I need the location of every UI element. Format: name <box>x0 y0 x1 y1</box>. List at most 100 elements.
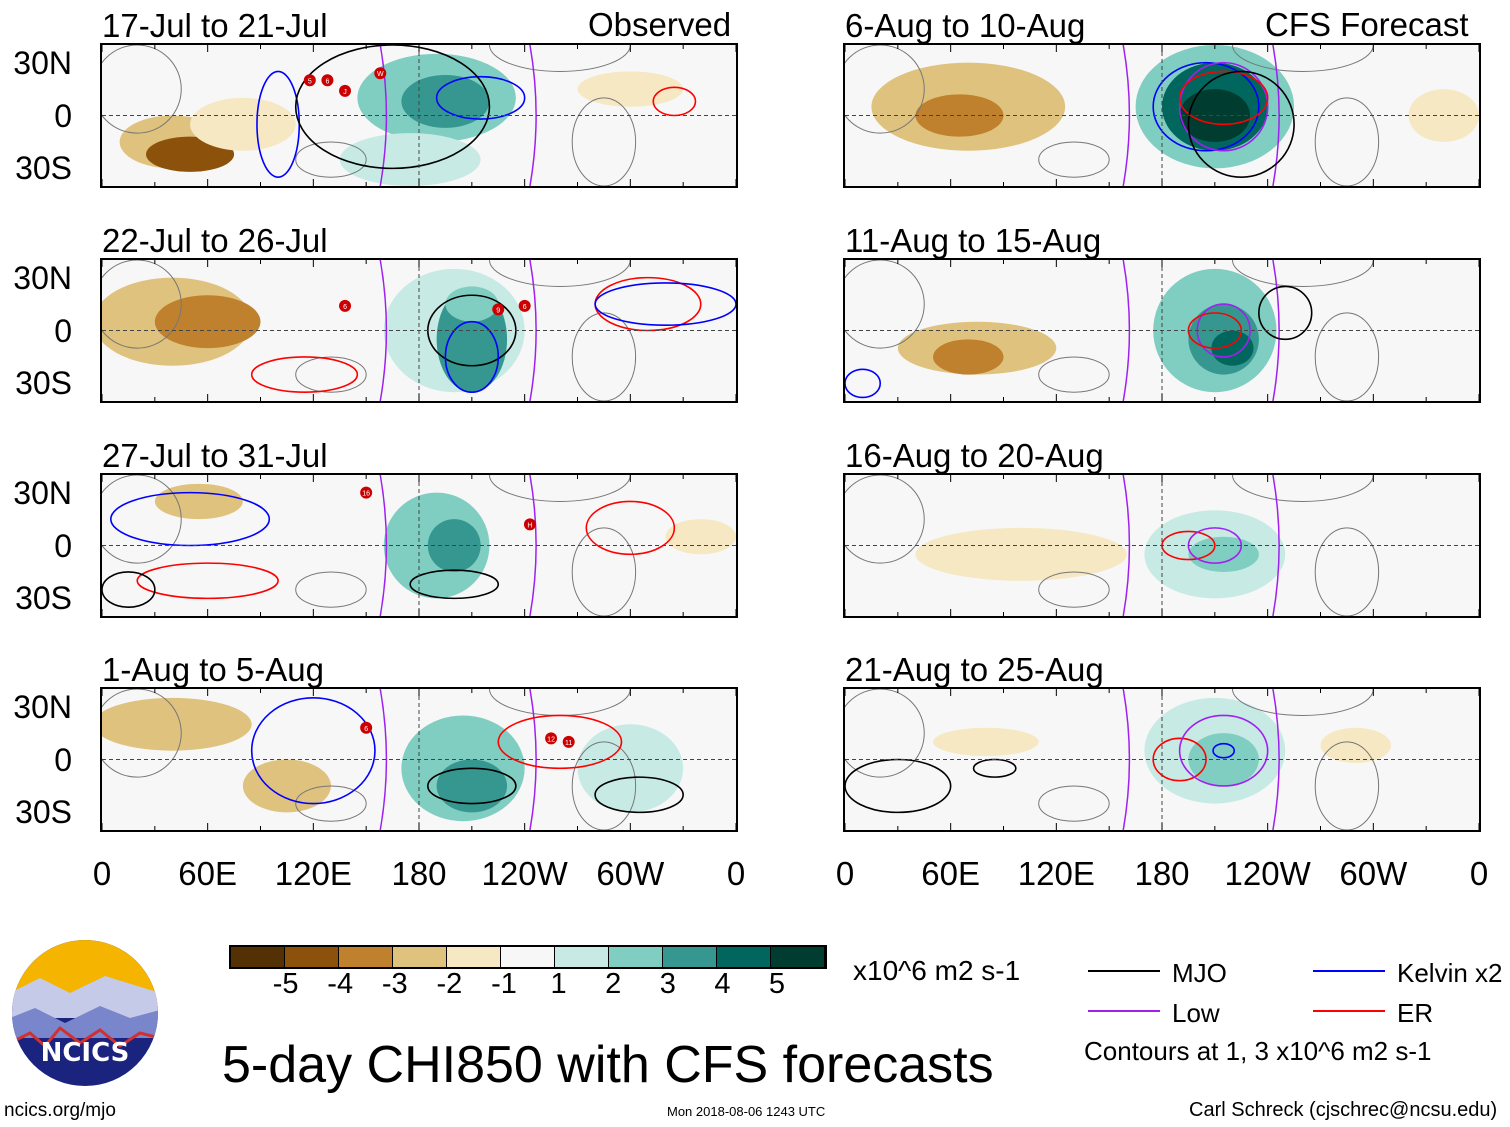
svg-text:16: 16 <box>362 491 370 498</box>
timestamp: Mon 2018-08-06 1243 UTC <box>667 1104 826 1119</box>
svg-text:W: W <box>377 71 384 78</box>
svg-text:NCICS: NCICS <box>41 1038 130 1068</box>
y-tick-label: 30N <box>13 474 72 511</box>
low-contour <box>379 260 388 401</box>
wave-contour <box>1187 70 1295 178</box>
svg-text:6: 6 <box>343 304 347 311</box>
colorbar-swatch <box>285 947 339 967</box>
coastline <box>1314 527 1380 616</box>
svg-text:9: 9 <box>496 307 500 314</box>
storm-marker: J <box>339 84 352 97</box>
coastline <box>1038 141 1110 178</box>
coastline <box>845 475 925 564</box>
y-tick-label: 30S <box>15 794 72 831</box>
x-tick-label: 120W <box>1224 855 1311 892</box>
colorbar-label: 3 <box>659 968 676 1000</box>
panel-title: 22-Jul to 26-Jul <box>102 222 328 259</box>
colorbar-swatch <box>771 947 825 967</box>
wave-contour <box>652 86 697 117</box>
map-panel <box>843 687 1481 832</box>
wave-contour <box>110 491 271 547</box>
svg-text:6: 6 <box>523 304 527 311</box>
svg-text:6: 6 <box>364 726 368 733</box>
anomaly-shading <box>1179 89 1251 142</box>
units-label: x10^6 m2 s-1 <box>853 955 1021 986</box>
storm-marker: 6 <box>339 299 352 312</box>
colorbar-label: 1 <box>550 968 567 1000</box>
svg-text:J: J <box>343 89 347 96</box>
wave-contour <box>427 767 517 805</box>
wave-contour <box>845 758 952 814</box>
low-contour <box>379 689 388 830</box>
map-panel: 16 H <box>100 473 738 618</box>
coastline <box>102 260 182 349</box>
anomaly-shading <box>154 483 243 520</box>
coastline <box>295 356 367 393</box>
x-tick-label: 180 <box>1134 855 1190 892</box>
wave-contour <box>594 776 684 814</box>
coastline <box>845 689 925 778</box>
storm-marker: 6 <box>360 721 373 734</box>
legend-line <box>1313 1010 1385 1012</box>
panel-title: 6-Aug to 10-Aug <box>845 7 1086 44</box>
map-panel: 6 9 6 <box>100 258 738 403</box>
wave-contour <box>497 714 623 770</box>
storm-marker: W <box>374 67 387 80</box>
x-tick-label: 120E <box>1017 855 1095 892</box>
legend-line <box>1088 1010 1160 1012</box>
low-contour <box>379 475 388 616</box>
storm-marker: H <box>523 518 536 531</box>
page-title: 5-day CHI850 with CFS forecasts <box>222 1036 994 1094</box>
coastline <box>102 689 182 778</box>
wave-contour <box>1178 714 1269 787</box>
x-tick-label: 60E <box>921 855 981 892</box>
colorbar-label: -1 <box>491 968 517 1000</box>
storm-marker: 5 <box>303 74 316 87</box>
ncics-logo: NCICS <box>12 940 158 1086</box>
low-contour <box>1122 475 1131 616</box>
coastline <box>295 785 367 822</box>
anomaly-shading <box>577 71 684 107</box>
anomaly-shading <box>1188 536 1259 572</box>
y-tick-label: 0 <box>54 527 72 564</box>
wave-contour <box>250 356 359 393</box>
map-panel <box>843 43 1481 188</box>
wave-contour <box>102 571 156 608</box>
colorbar-swatch <box>501 947 555 967</box>
x-tick-label: 0 <box>726 855 746 892</box>
storm-marker: 9 <box>492 303 505 316</box>
legend-line <box>1313 970 1385 972</box>
coastline <box>1314 97 1380 186</box>
wave-contour <box>1178 70 1269 126</box>
x-tick-label: 60W <box>1339 855 1408 892</box>
site-link[interactable]: ncics.org/mjo <box>4 1100 116 1121</box>
storm-marker: 6 <box>321 74 334 87</box>
low-contour <box>1122 689 1131 830</box>
low-contour <box>379 45 388 186</box>
colorbar-label: 2 <box>605 968 622 1000</box>
wave-contour <box>594 276 702 332</box>
colorbar-label: -5 <box>272 968 299 1000</box>
anomaly-shading <box>577 724 684 813</box>
y-tick-label: 30S <box>15 580 72 617</box>
wave-contour <box>435 75 526 120</box>
anomaly-shading <box>445 286 499 322</box>
colorbar-label: -4 <box>327 968 354 1000</box>
wave-contour <box>1178 61 1269 152</box>
coastline <box>845 45 925 134</box>
coastline <box>571 97 637 186</box>
coastline <box>102 45 182 134</box>
y-tick-label: 30N <box>13 44 72 81</box>
coastline <box>1231 475 1374 502</box>
colorbar-swatch <box>717 947 771 967</box>
svg-text:5: 5 <box>308 78 312 85</box>
y-tick-label: 30N <box>13 688 72 725</box>
colorbar-label: 5 <box>768 968 786 1000</box>
x-tick-label: 60W <box>596 855 665 892</box>
map-panel: 6 12 11 <box>100 687 738 832</box>
coastline <box>571 312 637 401</box>
storm-marker: 12 <box>545 732 558 745</box>
anomaly-shading <box>242 759 331 813</box>
low-contour <box>1122 260 1131 401</box>
x-tick-label: 120E <box>274 855 352 892</box>
